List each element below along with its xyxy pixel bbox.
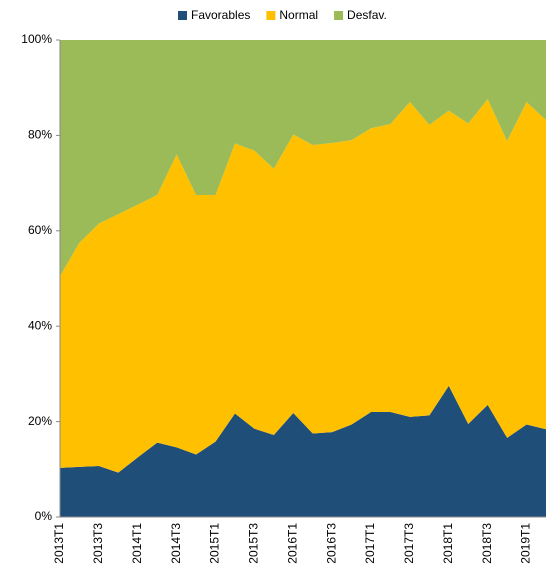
area (60, 40, 546, 277)
x-tick-label: 2017T1 (363, 523, 377, 564)
legend-swatch (178, 11, 187, 20)
x-tick-label: 2013T1 (52, 523, 66, 564)
x-tick-label: 2014T1 (130, 523, 144, 564)
x-tick-label: 2018T3 (480, 523, 494, 564)
x-tick-label: 2019T1 (519, 523, 533, 564)
y-tick-label: 100% (21, 32, 52, 46)
x-tick-label: 2017T3 (402, 523, 416, 564)
legend-label: Desfav. (347, 8, 387, 22)
y-tick-label: 40% (28, 318, 52, 332)
x-tick-label: 2018T1 (441, 523, 455, 564)
y-tick-label: 20% (28, 414, 52, 428)
x-tick-label: 2015T3 (247, 523, 261, 564)
y-tick-label: 0% (35, 509, 53, 523)
x-tick-label: 2015T1 (208, 523, 222, 564)
area (60, 99, 546, 473)
x-tick-label: 2013T3 (91, 523, 105, 564)
legend-label: Favorables (191, 8, 250, 22)
y-tick-label: 80% (28, 128, 52, 142)
legend-label: Normal (279, 8, 318, 22)
legend-swatch (266, 11, 276, 20)
y-tick-label: 60% (28, 223, 52, 237)
legend-swatch (334, 11, 344, 20)
area (60, 385, 546, 517)
x-tick-label: 2016T1 (285, 523, 299, 564)
x-tick-label: 2016T3 (324, 523, 338, 564)
x-tick-label: 2014T3 (169, 523, 183, 564)
